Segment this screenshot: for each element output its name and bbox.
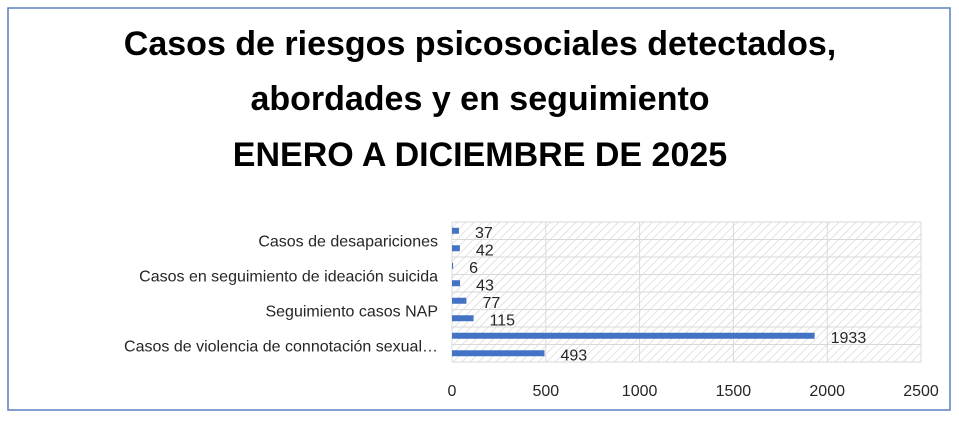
y-tick-label: Seguimiento casos NAP — [265, 303, 438, 320]
x-tick-label: 2500 — [903, 383, 939, 400]
x-tick-label: 1000 — [622, 383, 658, 400]
bar — [452, 332, 815, 339]
data-label: 42 — [476, 242, 494, 259]
x-tick-label: 1500 — [716, 383, 752, 400]
bar — [452, 262, 454, 269]
bar — [452, 315, 474, 322]
bar — [452, 280, 461, 287]
data-label: 43 — [476, 277, 494, 294]
x-tick-label: 500 — [532, 383, 559, 400]
data-label: 493 — [560, 347, 587, 364]
chart-title: Casos de riesgos psicosociales detectado… — [124, 25, 836, 63]
y-tick-label: Casos en seguimiento de ideación suicida — [139, 268, 438, 285]
x-tick-label: 2000 — [809, 383, 845, 400]
bar — [452, 227, 459, 234]
bar — [452, 245, 460, 252]
data-label: 77 — [482, 295, 500, 312]
data-label: 37 — [475, 225, 493, 242]
data-label: 6 — [469, 260, 478, 277]
data-label: 1933 — [831, 330, 867, 347]
chart-title: abordades y en seguimiento — [250, 80, 709, 118]
chart-title: ENERO A DICIEMBRE DE 2025 — [233, 136, 727, 174]
bar — [452, 350, 545, 357]
x-tick-label: 0 — [448, 383, 457, 400]
data-label: 115 — [490, 312, 516, 329]
y-tick-label: Casos de desapariciones — [258, 233, 438, 250]
bar — [452, 297, 467, 304]
y-tick-label: Casos de violencia de connotación sexual… — [124, 338, 438, 355]
